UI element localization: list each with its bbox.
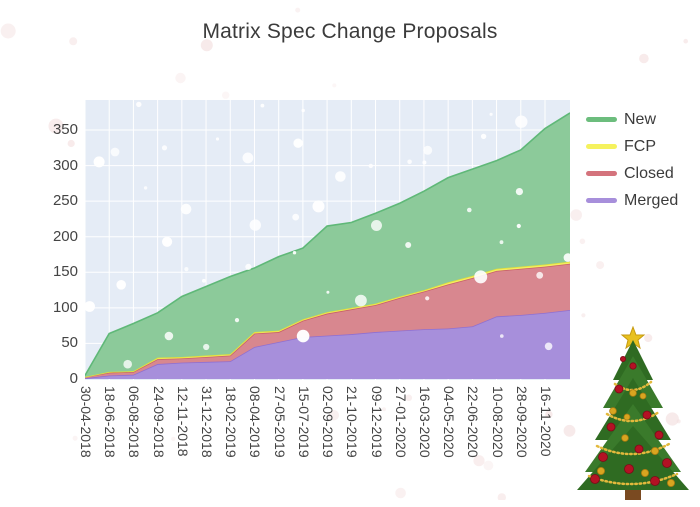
snowflake-icon [180, 203, 192, 215]
christmas-tree-image [566, 325, 700, 502]
snowflake-icon [202, 278, 206, 283]
x-tick-label: 15-07-2019 [295, 386, 312, 458]
x-tick-label: 18-02-2019 [223, 386, 240, 458]
x-tick-label: 27-05-2019 [271, 386, 288, 458]
snowflake-icon [425, 296, 430, 301]
snowflake-icon [245, 263, 252, 270]
snowflake-icon [515, 188, 523, 196]
snowflake-icon [474, 270, 488, 284]
legend-swatch-icon [586, 144, 617, 149]
area-series-closed[interactable] [85, 263, 570, 379]
x-tick-label: 18-06-2018 [102, 386, 119, 458]
legend-item-closed[interactable]: Closed [586, 160, 678, 187]
x-tick-label: 22-06-2020 [465, 386, 482, 458]
x-tick-label: 02-09-2019 [320, 386, 337, 458]
x-tick-label: 16-03-2020 [416, 386, 433, 458]
snowflake-icon [110, 147, 120, 157]
snowflake-icon [405, 242, 412, 248]
snowflake-icon [326, 290, 330, 294]
x-tick-label: 04-05-2020 [441, 386, 458, 458]
area-series-merged[interactable] [85, 309, 570, 379]
x-tick-label: 10-08-2020 [489, 386, 506, 458]
snowflake-icon [136, 101, 142, 108]
snowflake-icon [292, 251, 297, 255]
snowflake-icon [467, 207, 472, 213]
tree-branches [577, 340, 689, 490]
x-tick-label: 24-09-2018 [150, 386, 167, 458]
snowflake-icon [489, 112, 493, 116]
x-tick-label: 31-12-2018 [199, 386, 216, 458]
snowflake-icon [312, 200, 325, 213]
snowflake-icon [85, 301, 95, 312]
snowflake-icon [480, 133, 487, 140]
x-tick-label: 06-08-2018 [126, 386, 143, 458]
snowflake-icon [184, 267, 189, 272]
snowflake-icon [563, 253, 570, 262]
stacked-area-chart[interactable] [85, 100, 570, 380]
snowflake-icon [93, 156, 105, 168]
legend-label: Closed [624, 164, 674, 182]
snowflake-icon [242, 152, 254, 164]
x-tick-label: 08-04-2019 [247, 386, 264, 458]
x-tick-label: 16-11-2020 [537, 386, 554, 457]
legend-label: FCP [624, 137, 656, 155]
snowflake-icon [301, 108, 305, 113]
y-tick-label: 50 [61, 334, 78, 352]
legend-item-new[interactable]: New [586, 106, 678, 133]
snowflake-icon [260, 103, 265, 108]
snowflake-icon [249, 219, 261, 231]
snowflake-icon [515, 115, 528, 128]
snowflake-icon [536, 271, 544, 279]
legend-swatch-icon [586, 198, 617, 203]
snowflake-icon [368, 163, 373, 169]
snowflake-icon [423, 145, 433, 155]
snowflake-icon [516, 223, 521, 229]
snowflake-icon [544, 342, 553, 351]
legend-swatch-icon [586, 171, 617, 176]
legend-swatch-icon [586, 117, 617, 122]
legend-label: New [624, 110, 657, 128]
snowflake-icon [292, 213, 300, 221]
snowflake-icon [371, 220, 382, 231]
legend-item-fcp[interactable]: FCP [586, 133, 678, 160]
x-tick-label: 27-01-2020 [392, 386, 409, 458]
snowflake-icon [500, 334, 504, 338]
snowflake-icon [407, 159, 412, 165]
x-tick-label: 30-04-2018 [78, 386, 94, 458]
legend-label: Merged [624, 191, 679, 209]
snowflake-icon [499, 240, 504, 245]
y-tick-label: 250 [52, 192, 78, 210]
snowflake-icon [116, 280, 126, 290]
y-tick-label: 100 [52, 298, 78, 316]
x-tick-label: 21-10-2019 [344, 386, 361, 458]
snowflake-icon [422, 160, 427, 165]
y-tick-label: 0 [69, 370, 78, 387]
x-tick-label: 28-09-2020 [513, 386, 530, 458]
y-tick-label: 200 [52, 227, 78, 245]
snowflake-icon [355, 294, 367, 307]
snowflake-icon [164, 331, 174, 341]
x-tick-label: 12-11-2018 [174, 386, 191, 457]
chart-title: Matrix Spec Change Proposals [202, 20, 498, 43]
snowflake-icon [162, 236, 173, 247]
snowflake-icon [203, 343, 210, 351]
snowflake-icon [293, 138, 303, 148]
y-tick-label: 350 [52, 121, 78, 138]
plot-area[interactable] [85, 100, 570, 380]
snowflake-icon [296, 329, 310, 343]
snowflake-icon [234, 318, 240, 323]
snowflake-icon [123, 359, 132, 369]
snowflake-icon [335, 171, 346, 182]
tree-ornaments [590, 355, 676, 487]
snowflake-icon [143, 186, 148, 190]
snowflake-icon [215, 137, 220, 141]
y-tick-label: 300 [52, 156, 78, 174]
y-tick-label: 150 [52, 263, 78, 281]
snowflake-icon [161, 145, 168, 151]
legend: New FCP Closed Merged [586, 106, 678, 214]
area-series-new[interactable] [85, 112, 570, 377]
x-tick-label: 09-12-2019 [368, 386, 385, 458]
legend-item-merged[interactable]: Merged [586, 187, 678, 214]
